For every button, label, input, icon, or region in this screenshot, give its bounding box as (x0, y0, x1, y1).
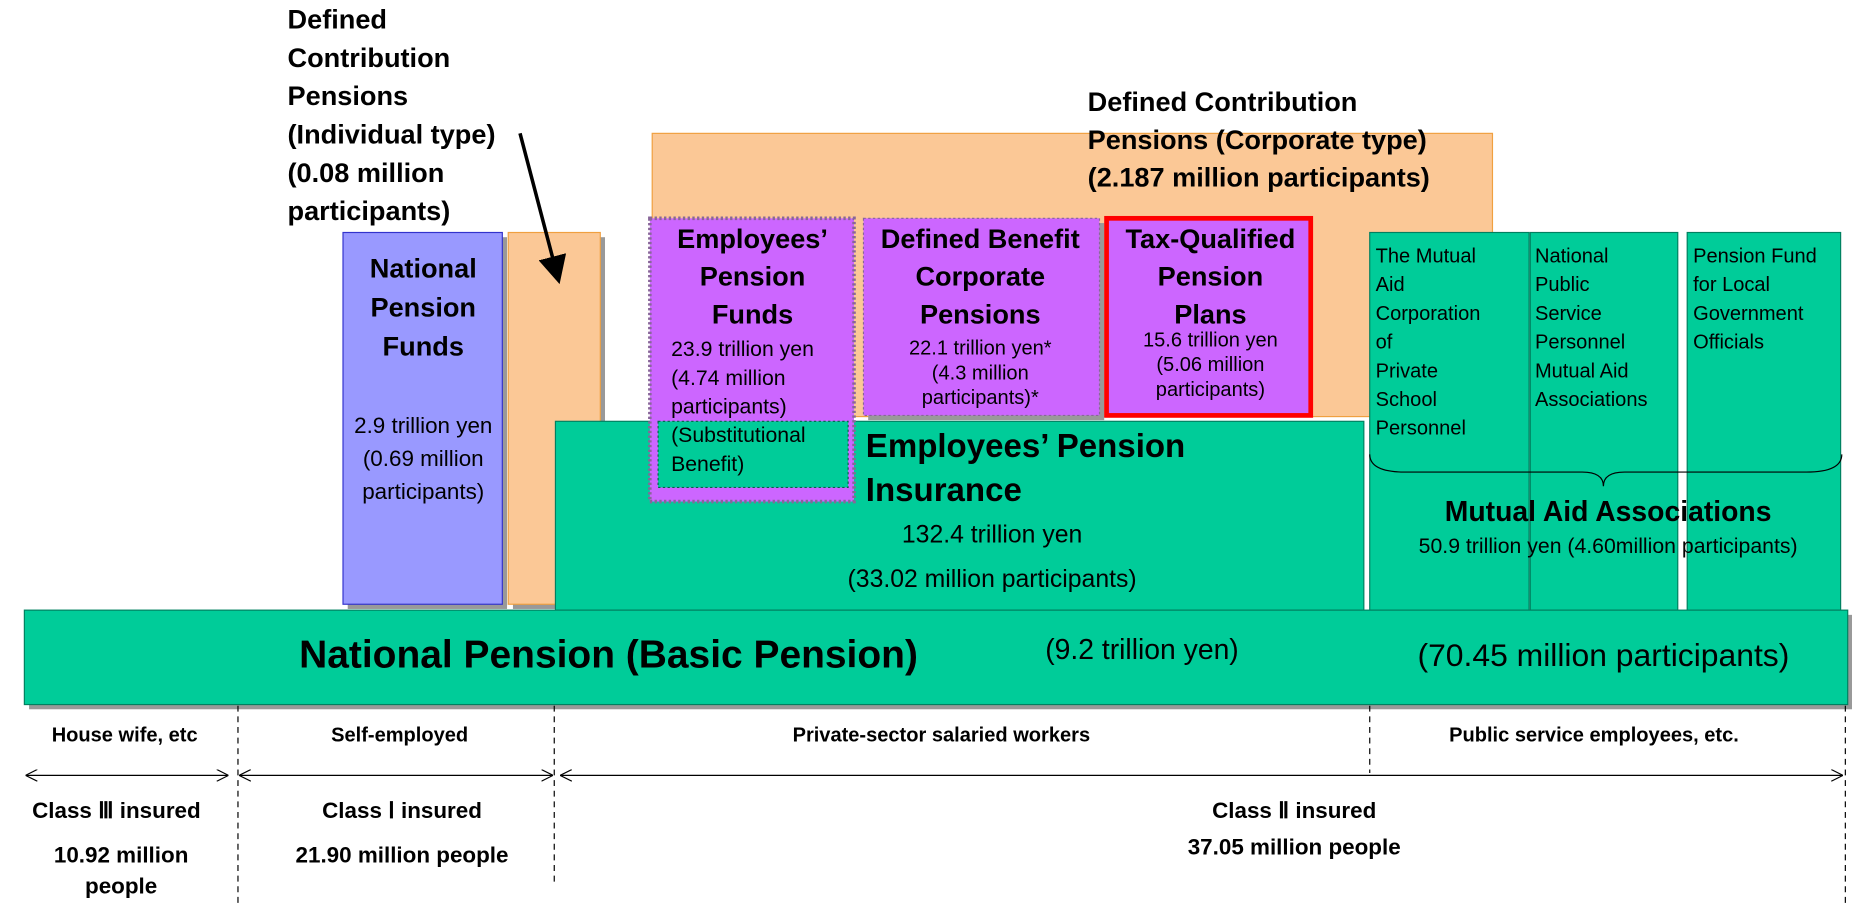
label: participants) (671, 394, 787, 418)
label: 10.92 million (54, 843, 189, 868)
label: Corporate (915, 261, 1045, 292)
label: (2.187 million participants) (1088, 162, 1430, 193)
label: Personnel (1376, 418, 1466, 440)
npf-box (342, 231, 503, 605)
epf-substitution-box (657, 420, 849, 488)
label: (33.02 million participants) (848, 566, 1137, 593)
label: Service (1535, 303, 1602, 325)
label: Tax-Qualified (1126, 223, 1296, 254)
label: Public service employees, etc. (1449, 725, 1739, 747)
label: 15.6 trillion yen (1143, 329, 1278, 351)
label: (70.45 million participants) (1417, 637, 1789, 673)
tq-box (1104, 215, 1314, 418)
label: National (1535, 246, 1609, 268)
label: of (1376, 332, 1393, 354)
dividers (237, 705, 1846, 904)
label: School (1376, 389, 1437, 411)
label: participants) (288, 195, 451, 226)
db-box (862, 217, 1101, 417)
label: Defined Contribution (1088, 86, 1358, 117)
label: 132.4 trillion yen (902, 521, 1082, 548)
label: Class Ⅰ insured (322, 798, 482, 823)
label: Pension Fund (1693, 246, 1817, 268)
label: (0.69 million (363, 446, 484, 471)
label: Funds (383, 330, 464, 361)
label: Government (1693, 303, 1804, 325)
epi-box (554, 420, 1365, 611)
label: 21.90 million people (296, 843, 509, 868)
label: Aid (1376, 274, 1405, 296)
label: National Pension (Basic Pension) (299, 634, 918, 677)
label: Contribution (288, 42, 451, 73)
label: 50.9 trillion yen (4.60million participa… (1419, 534, 1798, 558)
label: Funds (712, 298, 793, 329)
label: (Substitutional (671, 423, 806, 447)
label: Defined (288, 3, 387, 34)
label: Pension (1158, 261, 1264, 292)
label: Benefit) (671, 452, 744, 476)
label: Pensions (920, 298, 1041, 329)
label: Plans (1174, 298, 1246, 329)
label: Public (1535, 274, 1590, 296)
label: participants)* (922, 387, 1039, 409)
label: (4.74 million (671, 366, 785, 390)
label: Employees’ Pension (866, 428, 1185, 465)
label: (9.2 trillion yen) (1045, 634, 1239, 666)
label: (Individual type) (288, 118, 496, 149)
label: Class Ⅲ insured (32, 798, 201, 823)
label: Pension (370, 291, 476, 322)
label: Mutual Aid Associations (1445, 496, 1772, 528)
label: Personnel (1535, 332, 1625, 354)
arrow (518, 132, 567, 285)
label: 23.9 trillion yen (671, 337, 814, 361)
label: (5.06 million (1156, 354, 1264, 376)
label: for Local (1693, 274, 1770, 296)
label: Mutual Aid (1535, 360, 1629, 382)
mutual-box (1686, 231, 1842, 611)
label: Private-sector salaried workers (793, 725, 1091, 747)
label: Defined Benefit (881, 223, 1080, 254)
label: Insurance (866, 472, 1022, 509)
label: participants) (362, 479, 484, 504)
label: Officials (1693, 332, 1764, 354)
label: Pensions (Corporate type) (1088, 124, 1427, 155)
label: Corporation (1376, 303, 1481, 325)
brace (1369, 454, 1843, 487)
mutual-box (1369, 231, 1530, 611)
label: participants) (1156, 379, 1265, 401)
label: Class Ⅱ insured (1212, 798, 1376, 823)
label: people (85, 873, 157, 898)
label: Pension (700, 261, 806, 292)
label: (4.3 million (932, 362, 1029, 384)
label: Pensions (288, 80, 409, 111)
label: Private (1376, 360, 1438, 382)
label: National (370, 252, 477, 283)
label: Associations (1535, 389, 1648, 411)
label: 22.1 trillion yen* (909, 338, 1052, 360)
label: Employees’ (677, 223, 828, 254)
national-pension-box (23, 609, 1849, 706)
label: The Mutual (1376, 246, 1476, 268)
label: 2.9 trillion yen (354, 413, 492, 438)
label: 37.05 million people (1188, 834, 1401, 859)
label: House wife, etc (52, 725, 198, 747)
label: Self-employed (331, 725, 468, 747)
label: (0.08 million (288, 157, 445, 188)
